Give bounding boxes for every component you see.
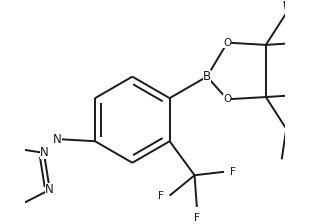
- Text: F: F: [194, 213, 200, 223]
- Text: N: N: [40, 146, 48, 159]
- Text: O: O: [223, 38, 232, 48]
- Text: O: O: [223, 94, 232, 104]
- Text: B: B: [203, 70, 211, 83]
- Text: F: F: [230, 167, 236, 177]
- Text: N: N: [53, 133, 62, 146]
- Text: F: F: [158, 191, 164, 201]
- Text: N: N: [45, 183, 54, 196]
